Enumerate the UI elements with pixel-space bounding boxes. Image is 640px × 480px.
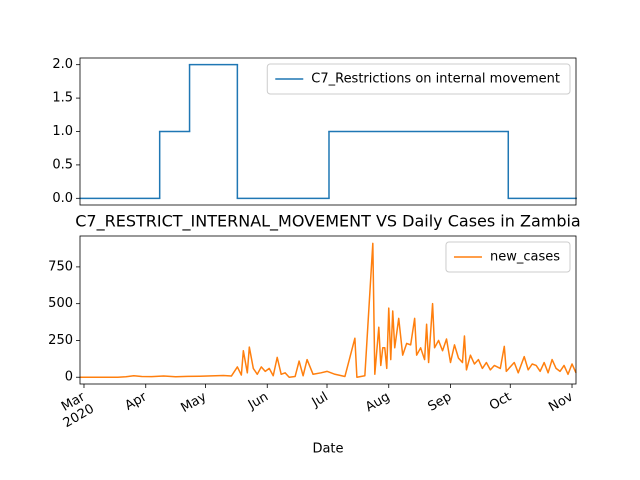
axes-frame	[79, 57, 577, 206]
y-tick-label: 0.5	[52, 157, 73, 172]
legend-label: new_cases	[490, 250, 560, 265]
x-tick-label-group: Jul	[309, 390, 331, 411]
series-line	[80, 242, 577, 378]
y-tick-label: 0.0	[52, 191, 73, 206]
y-tick-label: 250	[48, 333, 73, 348]
y-tick-label: 1.5	[52, 91, 73, 106]
y-tick-label: 500	[48, 296, 73, 311]
legend: C7_Restrictions on internal movement	[266, 63, 571, 95]
x-tick-label: Jul	[309, 390, 331, 411]
x-axis-label: Date	[312, 442, 343, 457]
axes-frame	[79, 235, 577, 385]
chart-title: C7_RESTRICT_INTERNAL_MOVEMENT VS Daily C…	[75, 212, 580, 232]
y-tick-label: 2.0	[52, 57, 73, 72]
y-tick-label: 750	[48, 259, 73, 274]
y-tick-label: 0	[65, 370, 73, 385]
legend: new_cases	[445, 241, 571, 273]
legend-box	[445, 241, 571, 273]
legend-box	[266, 63, 571, 95]
y-tick-label: 1.0	[52, 124, 73, 139]
step-riser	[158, 64, 510, 199]
legend-label: C7_Restrictions on internal movement	[311, 72, 560, 87]
